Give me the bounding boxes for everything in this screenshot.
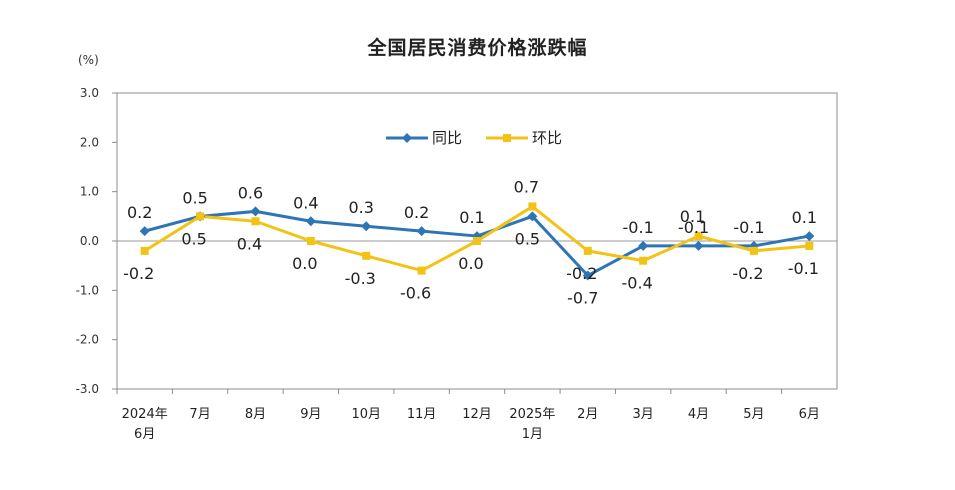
data-point-mom <box>251 217 260 226</box>
data-point-yoy <box>361 221 372 232</box>
data-label-mom: 0.4 <box>237 234 262 253</box>
y-axis-unit: (%) <box>78 53 99 67</box>
legend-marker-yoy <box>402 133 412 143</box>
data-point-mom <box>749 246 758 255</box>
x-tick-label: 6月 <box>799 407 820 422</box>
data-label-mom: -0.2 <box>566 264 597 283</box>
x-tick-label: 11月 <box>407 407 437 422</box>
data-point-yoy <box>250 206 261 217</box>
data-point-yoy <box>582 270 593 281</box>
y-tick-label: 3.0 <box>80 86 99 100</box>
x-tick-label: 7月 <box>189 407 210 422</box>
data-point-yoy <box>638 240 649 251</box>
data-label-mom: -0.2 <box>123 264 154 283</box>
data-point-mom <box>196 212 205 221</box>
data-point-yoy <box>527 211 538 222</box>
y-tick-label: -3.0 <box>76 382 99 396</box>
data-label-yoy: 0.6 <box>238 183 263 202</box>
data-label-mom: 0.1 <box>680 207 705 226</box>
data-point-yoy <box>305 216 316 227</box>
data-label-mom: -0.1 <box>788 259 819 278</box>
x-tick-label: 6月 <box>134 427 155 442</box>
data-label-yoy: -0.1 <box>623 218 654 237</box>
data-point-yoy <box>804 231 815 242</box>
data-label-mom: -0.4 <box>622 274 653 293</box>
data-point-mom <box>528 202 537 211</box>
data-label-yoy: 0.5 <box>182 188 207 207</box>
y-tick-label: 1.0 <box>80 185 99 199</box>
data-point-mom <box>140 246 149 255</box>
x-tick-label: 4月 <box>688 407 709 422</box>
data-label-yoy: 0.5 <box>515 229 540 248</box>
data-point-mom <box>473 237 481 245</box>
legend-label-yoy: 同比 <box>432 129 462 147</box>
y-tick-label: 0.0 <box>80 234 99 248</box>
x-tick-label: 9月 <box>300 407 321 422</box>
data-point-yoy <box>416 226 427 237</box>
x-tick-label: 2025年 <box>509 407 555 422</box>
data-label-mom: 0.0 <box>458 254 483 273</box>
data-label-yoy: -0.7 <box>567 289 598 308</box>
data-label-mom: -0.3 <box>345 269 376 288</box>
data-label-yoy: 0.1 <box>459 208 484 227</box>
data-label-yoy: -0.1 <box>733 218 764 237</box>
data-point-mom <box>417 266 426 275</box>
data-label-mom: 0.7 <box>514 177 539 196</box>
data-point-mom <box>362 251 371 260</box>
data-label-yoy: 0.2 <box>127 203 152 222</box>
data-point-yoy <box>139 226 150 237</box>
x-tick-label: 10月 <box>351 407 381 422</box>
data-point-mom <box>805 241 814 250</box>
x-tick-label: 2月 <box>577 407 598 422</box>
data-label-mom: -0.6 <box>400 284 431 303</box>
y-tick-label: -2.0 <box>76 333 99 347</box>
data-label-yoy: 0.2 <box>404 203 429 222</box>
data-point-mom <box>583 246 592 255</box>
data-label-yoy: 0.4 <box>293 193 318 212</box>
legend-marker-mom <box>503 134 511 142</box>
y-tick-label: 2.0 <box>80 135 99 149</box>
x-tick-label: 2024年 <box>122 407 168 422</box>
data-point-yoy <box>693 240 704 251</box>
data-point-mom <box>639 256 648 265</box>
x-tick-label: 8月 <box>245 407 266 422</box>
data-label-mom: -0.2 <box>732 264 763 283</box>
x-tick-label: 5月 <box>743 407 764 422</box>
chart-title: 全国居民消费价格涨跌幅 <box>367 37 588 59</box>
data-point-mom <box>306 237 315 245</box>
y-tick-label: -1.0 <box>76 283 99 297</box>
data-label-yoy: 0.1 <box>792 208 817 227</box>
x-tick-label: 12月 <box>462 407 492 422</box>
data-label-yoy: -0.1 <box>678 218 709 237</box>
data-label-mom: 0.5 <box>181 229 206 248</box>
x-tick-label: 3月 <box>633 407 654 422</box>
data-point-mom <box>694 232 703 241</box>
data-label-mom: 0.0 <box>292 254 317 273</box>
x-tick-label: 1月 <box>522 427 543 442</box>
data-label-yoy: 0.3 <box>349 198 374 217</box>
legend-label-mom: 环比 <box>532 129 562 147</box>
